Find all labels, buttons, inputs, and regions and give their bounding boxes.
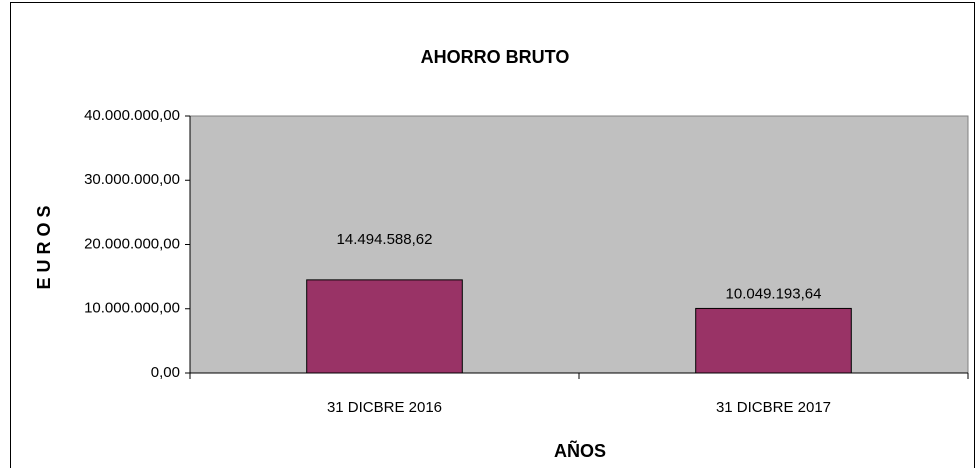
- bar: [695, 307, 852, 374]
- y-tick-label: 20.000.000,00: [84, 235, 180, 252]
- data-label: 14.494.588,62: [337, 231, 433, 248]
- x-tick-label: 31 DICBRE 2016: [327, 399, 442, 416]
- y-tick-label: 10.000.000,00: [84, 300, 180, 317]
- y-tick-label: 0,00: [151, 364, 180, 381]
- bar: [306, 279, 463, 374]
- y-tick-label: 30.000.000,00: [84, 171, 180, 188]
- y-tick-label: 40.000.000,00: [84, 107, 180, 124]
- data-label: 10.049.193,64: [726, 285, 822, 302]
- y-axis-label: EUROS: [34, 200, 54, 289]
- x-tick-label: 31 DICBRE 2017: [716, 399, 831, 416]
- x-axis-label: AÑOS: [554, 440, 606, 461]
- chart-title: AHORRO BRUTO: [421, 47, 570, 67]
